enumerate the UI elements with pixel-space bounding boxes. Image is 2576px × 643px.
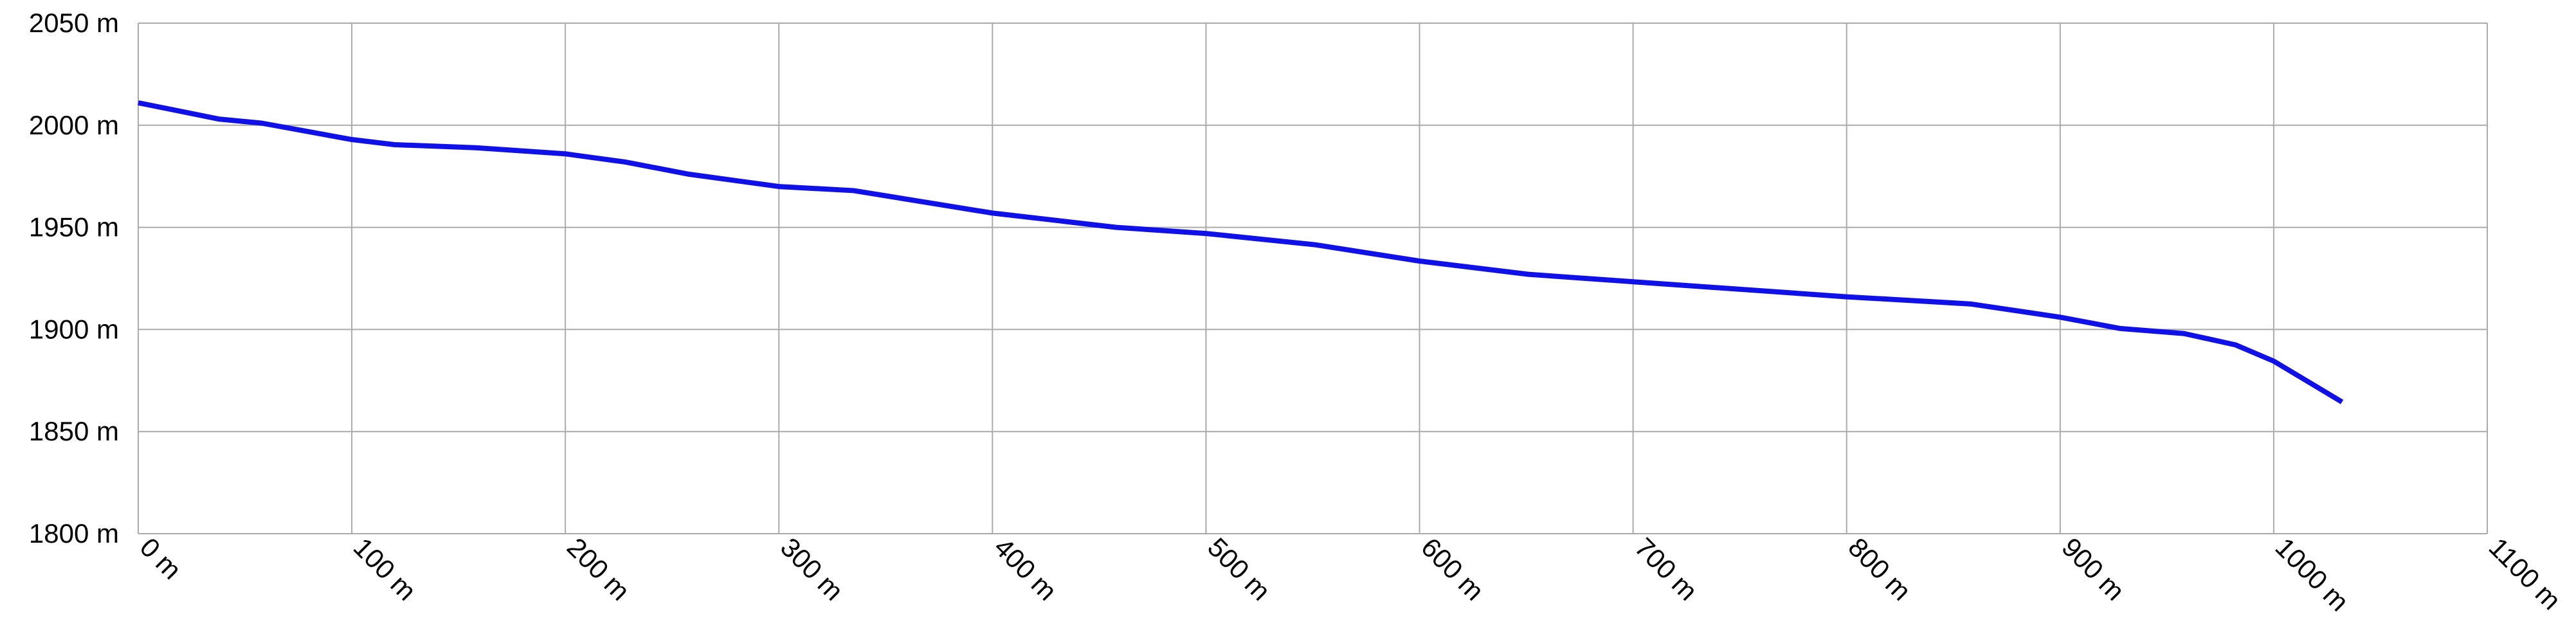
y-tick-label: 1800 m [29,518,119,548]
x-tick-label: 600 m [1415,532,1490,606]
x-tick-label: 1000 m [2270,532,2355,617]
x-tick-label: 700 m [1629,532,1703,606]
x-tick-label: 1100 m [2483,532,2567,615]
x-tick-label: 900 m [2056,532,2130,606]
x-tick-label: 200 m [561,532,636,606]
y-tick-label: 1850 m [29,416,119,446]
y-tick-label: 1900 m [29,314,119,344]
x-tick-label: 0 m [134,532,188,585]
y-tick-label: 1950 m [29,212,119,242]
x-tick-label: 800 m [1842,532,1917,606]
x-tick-label: 300 m [775,532,849,606]
elevation-line [138,100,2344,404]
x-tick-label: 500 m [1202,532,1276,606]
y-tick-label: 2000 m [29,110,119,140]
x-tick-label: 400 m [988,532,1063,606]
x-tick-label: 100 m [348,532,422,606]
y-tick-label: 2050 m [29,8,119,38]
